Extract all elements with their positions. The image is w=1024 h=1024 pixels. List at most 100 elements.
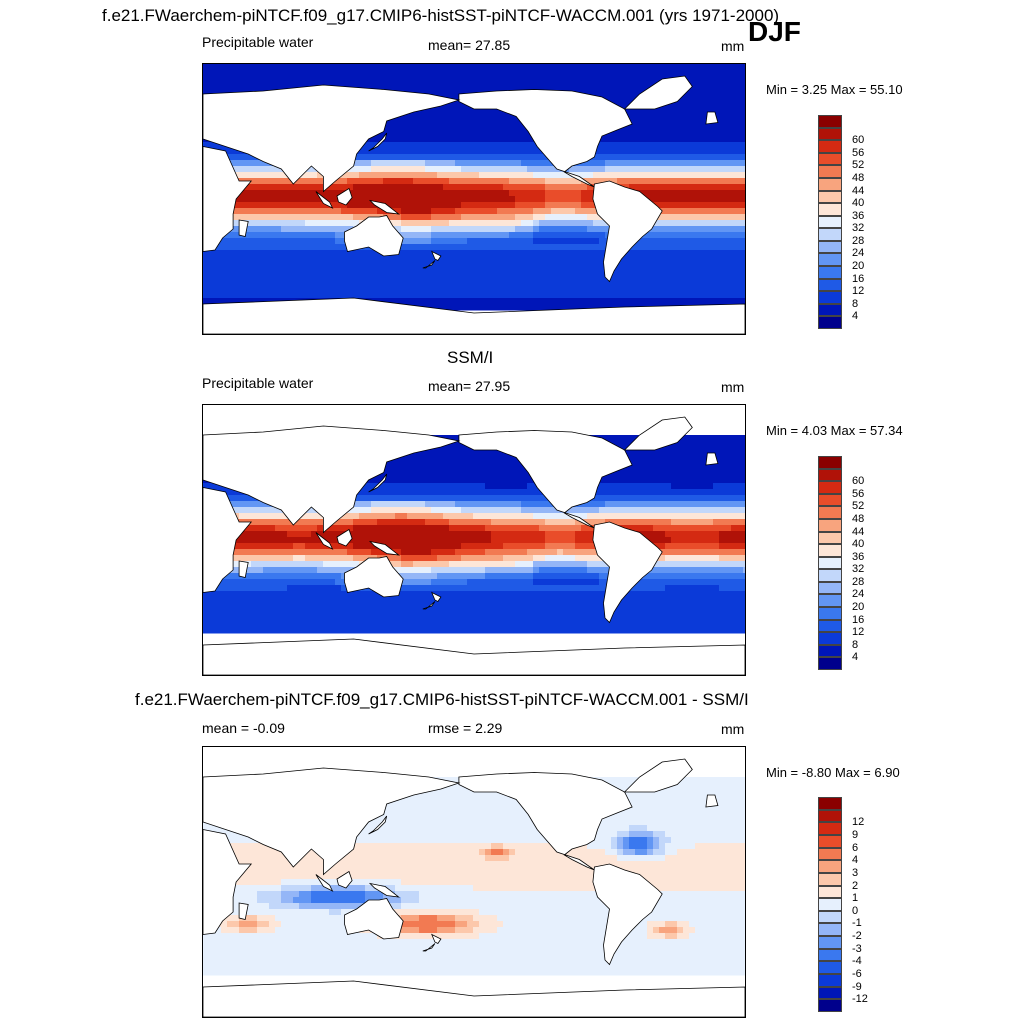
field-cell: [497, 483, 504, 490]
field-cell: [593, 70, 600, 77]
field-cell: [593, 178, 600, 185]
continent-nzSouth: [422, 260, 436, 269]
field-cell: [263, 178, 270, 185]
colorbar-swatch: [818, 266, 842, 279]
field-cell: [353, 256, 360, 263]
field-cell: [455, 196, 462, 203]
field-cell: [539, 190, 546, 197]
field-cell: [479, 262, 486, 269]
field-cell: [293, 238, 300, 245]
field-cell: [539, 244, 546, 251]
field-cell: [467, 70, 474, 77]
field-cell: [293, 244, 300, 251]
field-cell: [269, 238, 276, 245]
field-cell: [695, 268, 702, 275]
field-cell: [359, 82, 366, 89]
field-cell: [251, 298, 258, 305]
field-cell: [677, 274, 684, 281]
field-cell: [725, 154, 732, 161]
field-cell: [299, 232, 306, 239]
field-cell: [311, 268, 318, 275]
field-cell: [635, 280, 642, 287]
field-cell: [647, 172, 654, 179]
field-cell: [659, 70, 666, 77]
field-cell: [707, 172, 714, 179]
field-cell: [395, 202, 402, 209]
field-cell: [701, 465, 708, 472]
field-cell: [407, 64, 414, 71]
field-cell: [461, 268, 468, 275]
field-cell: [245, 166, 252, 173]
field-cell: [521, 471, 528, 478]
field-cell: [437, 304, 444, 311]
field-cell: [545, 507, 552, 514]
field-cell: [701, 501, 708, 508]
field-cell: [569, 184, 576, 191]
field-cell: [401, 465, 408, 472]
field-cell: [563, 208, 570, 215]
field-cell: [701, 483, 708, 490]
field-cell: [665, 298, 672, 305]
field-cell: [389, 495, 396, 502]
field-cell: [419, 208, 426, 215]
field-cell: [719, 208, 726, 215]
field-cell: [455, 232, 462, 239]
field-cell: [503, 465, 510, 472]
field-cell: [467, 304, 474, 311]
field-cell: [407, 471, 414, 478]
field-cell: [479, 130, 486, 137]
field-cell: [287, 292, 294, 299]
field-cell: [641, 178, 648, 185]
field-cell: [701, 100, 708, 107]
field-cell: [461, 495, 468, 502]
field-cell: [437, 507, 444, 514]
field-cell: [743, 507, 745, 514]
field-cell: [341, 184, 348, 191]
field-cell: [269, 256, 276, 263]
field-cell: [449, 94, 456, 101]
field-cell: [641, 292, 648, 299]
field-cell: [263, 513, 270, 520]
colorbar-swatch: [818, 165, 842, 178]
field-cell: [209, 268, 216, 275]
field-cell: [245, 495, 252, 502]
field-cell: [527, 501, 534, 508]
field-cell: [497, 166, 504, 173]
field-cell: [635, 298, 642, 305]
field-cell: [221, 298, 228, 305]
field-cell: [461, 202, 468, 209]
field-cell: [701, 232, 708, 239]
field-cell: [557, 244, 564, 251]
field-cell: [377, 262, 384, 269]
field-cell: [743, 298, 745, 305]
field-cell: [731, 256, 738, 263]
field-cell: [227, 489, 234, 496]
field-cell: [479, 82, 486, 89]
field-cell: [677, 256, 684, 263]
field-cell: [389, 190, 396, 197]
field-cell: [545, 226, 552, 233]
field-cell: [695, 130, 702, 137]
field-cell: [485, 232, 492, 239]
field-cell: [701, 94, 708, 101]
field-cell: [683, 136, 690, 143]
field-cell: [593, 76, 600, 83]
field-cell: [203, 82, 210, 89]
field-cell: [707, 124, 714, 131]
field-cell: [521, 142, 528, 149]
field-cell: [281, 226, 288, 233]
field-cell: [551, 268, 558, 275]
field-cell: [635, 160, 642, 167]
field-cell: [299, 250, 306, 257]
field-cell: [413, 483, 420, 490]
field-cell: [419, 256, 426, 263]
field-cell: [305, 244, 312, 251]
field-cell: [593, 244, 600, 251]
field-cell: [635, 471, 642, 478]
field-cell: [311, 262, 318, 269]
field-cell: [623, 274, 630, 281]
field-cell: [671, 298, 678, 305]
field-cell: [647, 232, 654, 239]
field-cell: [479, 507, 486, 514]
field-cell: [329, 220, 336, 227]
